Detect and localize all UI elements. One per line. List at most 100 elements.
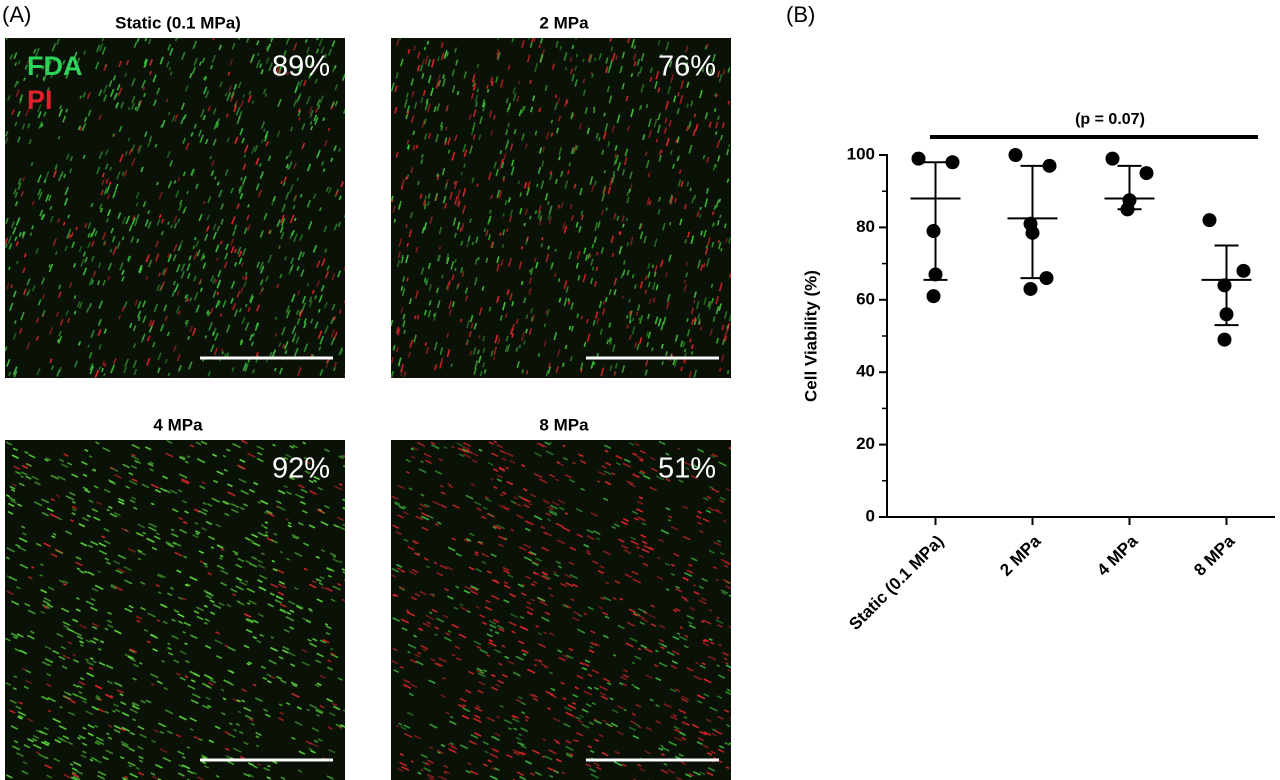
cell [345,372,347,376]
cell [9,267,10,270]
cell [253,333,254,336]
x-tick-label: 8 MPa [1190,531,1239,580]
cell [252,101,253,104]
cell [603,302,604,305]
cell [594,110,595,114]
cell [30,233,31,236]
cell [425,342,426,345]
cell [446,127,447,131]
data-point [912,152,926,166]
cell [639,318,640,321]
cell [145,38,146,41]
cell [558,205,559,209]
cell [297,178,298,181]
cell [69,229,70,232]
cell [728,370,729,373]
cell [204,201,205,204]
cell [404,330,405,334]
cell [597,252,598,255]
data-point [927,224,941,238]
cell [248,204,249,207]
cell [728,101,729,105]
cell [685,349,686,352]
cell [326,365,327,368]
cell [530,80,531,84]
viability-label: 76% [658,51,716,83]
image-title: Static (0.1 MPa) [115,13,241,32]
x-tick-label: 4 MPa [1093,531,1142,580]
cell [713,222,714,226]
cell [402,255,403,258]
cell [646,104,647,108]
cell [265,93,266,96]
cell [593,267,594,271]
cell [729,144,730,147]
cell [623,224,624,227]
cell [635,285,636,289]
image-title: 2 MPa [539,13,589,32]
cell [716,131,717,134]
cell [556,35,557,39]
cell [629,299,630,302]
cell [295,218,296,221]
cell [720,215,721,218]
cell [539,44,540,48]
cell [246,272,247,275]
cell [522,281,523,285]
cell [157,182,158,185]
data-point [1237,264,1251,278]
cell [457,91,458,95]
cell [169,112,170,115]
cell [720,368,721,372]
viability-label: 92% [272,453,330,485]
x-tick-label: 2 MPa [996,531,1045,580]
data-point [1024,282,1038,296]
cell [551,120,552,124]
y-tick-label: 0 [866,506,875,525]
cell [306,40,307,43]
cell [166,99,167,102]
cell [656,139,657,143]
cell [205,335,206,338]
image-title: 8 MPa [539,415,589,434]
cell [629,189,630,193]
cell [434,314,435,317]
cell [455,268,456,271]
cell [718,240,719,243]
cell [484,228,485,232]
data-point [946,155,960,169]
cell [590,255,591,258]
data-point [927,289,941,303]
cell [677,158,678,161]
cell [110,182,111,185]
cell [477,89,478,92]
cell [204,77,205,80]
image-title: 4 MPa [153,415,203,434]
cell [694,114,695,117]
cell [243,276,244,279]
cell [577,314,578,318]
cell [114,134,115,137]
cell [556,95,557,98]
cell [506,146,507,150]
cell [128,107,129,110]
cell [522,369,523,373]
cell [23,31,26,38]
y-tick-label: 40 [856,362,875,381]
cell [527,370,528,374]
y-tick-label: 60 [856,289,875,308]
cell [559,156,560,160]
cell [731,646,737,649]
data-point [1009,148,1023,162]
cell [454,181,455,184]
cell [706,245,707,248]
cell [449,150,450,154]
cell [187,191,188,194]
panel-label: (A) [2,2,31,27]
cell [690,339,691,343]
cell [407,278,408,282]
cell [283,345,284,348]
cell [487,85,488,89]
cell [719,199,720,203]
data-point [1203,213,1217,227]
